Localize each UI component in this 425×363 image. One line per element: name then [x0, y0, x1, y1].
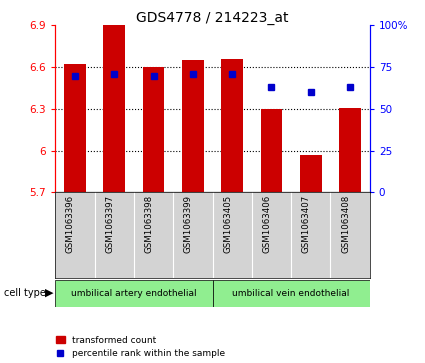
Text: GSM1063398: GSM1063398	[144, 195, 153, 253]
Bar	[103, 25, 125, 192]
Text: GSM1063397: GSM1063397	[105, 195, 114, 253]
Text: GSM1063406: GSM1063406	[263, 195, 272, 253]
Bar	[55, 280, 212, 307]
Bar	[143, 67, 164, 192]
Text: ▶: ▶	[45, 288, 53, 298]
Text: umbilical vein endothelial: umbilical vein endothelial	[232, 289, 350, 298]
Bar	[339, 107, 361, 192]
Bar	[261, 109, 282, 192]
Text: GDS4778 / 214223_at: GDS4778 / 214223_at	[136, 11, 289, 25]
Text: GSM1063399: GSM1063399	[184, 195, 193, 253]
Legend: transformed count, percentile rank within the sample: transformed count, percentile rank withi…	[56, 336, 225, 359]
Bar	[182, 60, 204, 192]
Text: GSM1063407: GSM1063407	[302, 195, 311, 253]
Bar	[212, 280, 370, 307]
Text: GSM1063405: GSM1063405	[223, 195, 232, 253]
Bar	[221, 59, 243, 192]
Text: GSM1063408: GSM1063408	[341, 195, 350, 253]
Bar	[64, 64, 86, 192]
Text: cell type: cell type	[4, 288, 46, 298]
Text: umbilical artery endothelial: umbilical artery endothelial	[71, 289, 197, 298]
Bar	[300, 155, 322, 192]
Text: GSM1063396: GSM1063396	[66, 195, 75, 253]
